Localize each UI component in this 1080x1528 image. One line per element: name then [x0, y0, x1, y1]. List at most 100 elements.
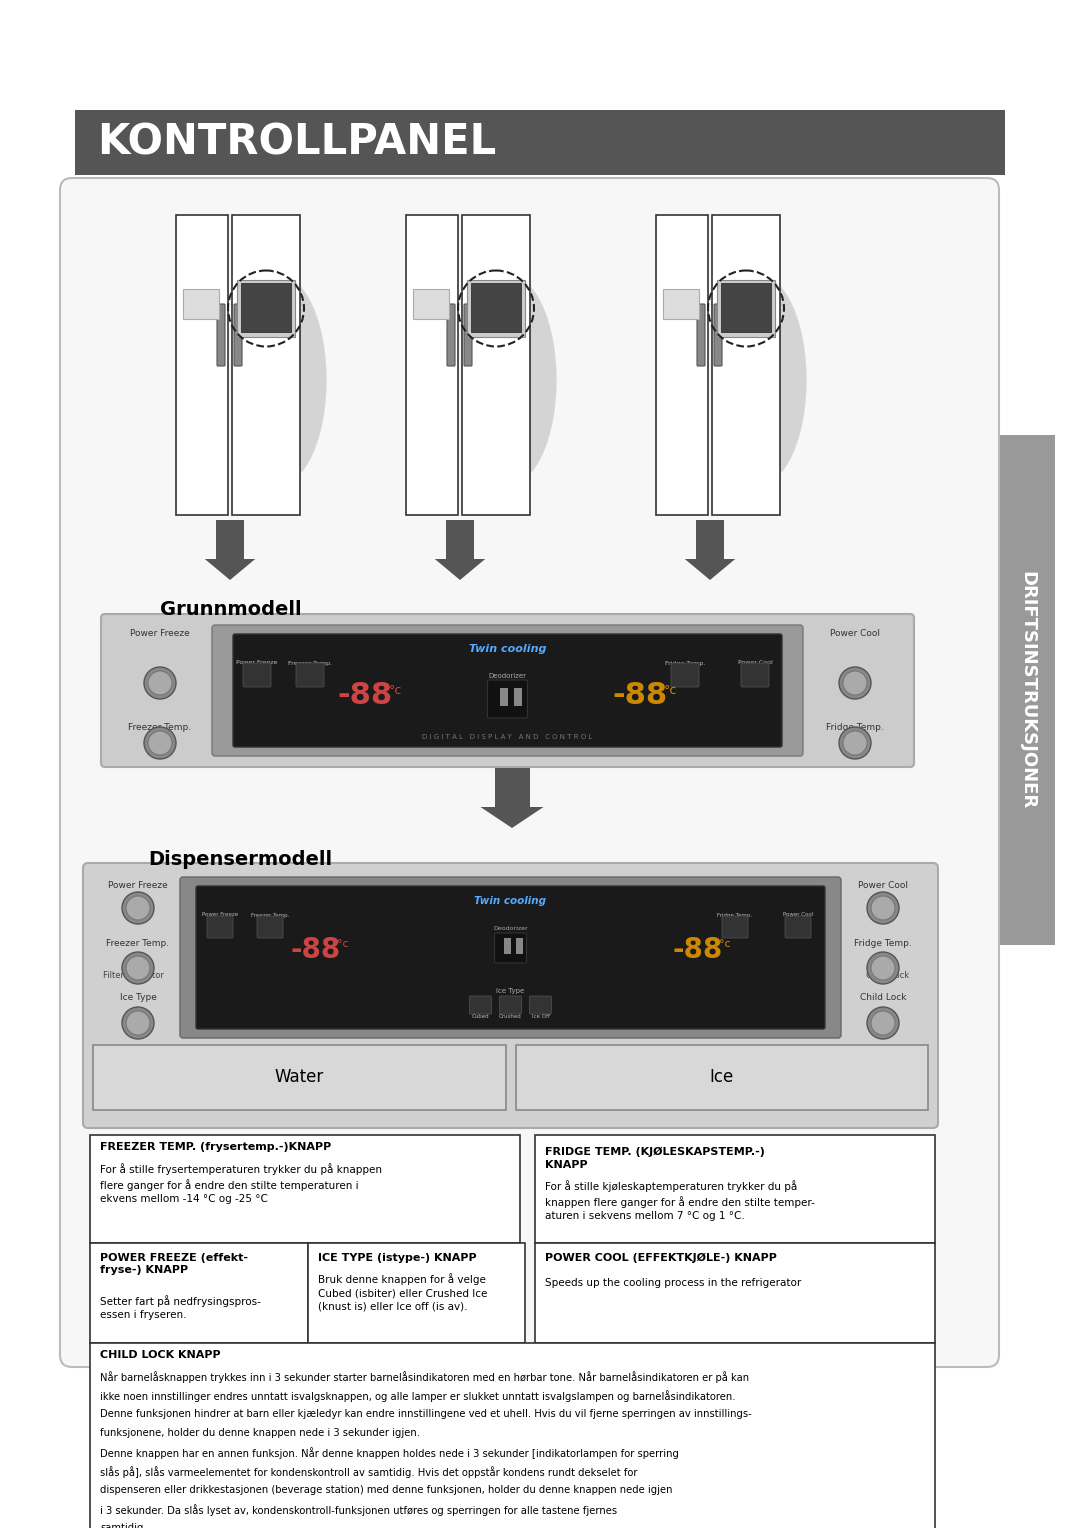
FancyBboxPatch shape [515, 1045, 928, 1109]
Text: -88: -88 [337, 681, 392, 711]
FancyBboxPatch shape [535, 1135, 935, 1242]
Circle shape [122, 892, 154, 924]
Text: -88: -88 [673, 937, 724, 964]
Text: POWER COOL (EFFEKTKJØLE-) KNAPP: POWER COOL (EFFEKTKJØLE-) KNAPP [545, 1253, 777, 1264]
FancyBboxPatch shape [217, 304, 225, 367]
FancyBboxPatch shape [656, 215, 708, 515]
FancyBboxPatch shape [714, 304, 723, 367]
FancyBboxPatch shape [671, 663, 699, 688]
Text: Water: Water [274, 1068, 324, 1086]
FancyBboxPatch shape [663, 289, 699, 319]
Text: °c: °c [337, 940, 349, 949]
Circle shape [144, 668, 176, 698]
FancyBboxPatch shape [241, 283, 291, 332]
Text: Setter fart på nedfrysingspros-
essen i fryseren.: Setter fart på nedfrysingspros- essen i … [100, 1296, 261, 1320]
Text: Speeds up the cooling process in the refrigerator: Speeds up the cooling process in the ref… [545, 1277, 801, 1288]
Text: Bruk denne knappen for å velge
Cubed (isbiter) eller Crushed Ice
(knust is) elle: Bruk denne knappen for å velge Cubed (is… [318, 1273, 487, 1311]
Circle shape [870, 1012, 895, 1034]
FancyBboxPatch shape [721, 283, 771, 332]
FancyBboxPatch shape [495, 769, 529, 807]
Text: Freezer Temp.: Freezer Temp. [251, 912, 289, 917]
Text: KONTROLLPANEL: KONTROLLPANEL [97, 122, 496, 163]
Text: Freezer Temp.: Freezer Temp. [288, 660, 332, 666]
FancyBboxPatch shape [90, 1135, 519, 1242]
Circle shape [839, 668, 870, 698]
FancyBboxPatch shape [90, 1343, 935, 1528]
Text: FRIDGE TEMP. (KJØLESKAPSTEMP.-)
KNAPP: FRIDGE TEMP. (KJØLESKAPSTEMP.-) KNAPP [545, 1148, 765, 1169]
Polygon shape [481, 807, 543, 828]
FancyBboxPatch shape [296, 663, 324, 688]
FancyBboxPatch shape [467, 280, 525, 338]
Text: -88: -88 [291, 937, 341, 964]
Text: Power Cool: Power Cool [858, 882, 908, 891]
Text: Child Lock: Child Lock [866, 970, 909, 979]
Circle shape [148, 730, 172, 755]
FancyBboxPatch shape [308, 1242, 525, 1343]
Text: slås på], slås varmeelementet for kondenskontroll av samtidig. Hvis det oppstår : slås på], slås varmeelementet for konden… [100, 1465, 637, 1478]
Text: Freezer Temp.: Freezer Temp. [129, 723, 191, 732]
Text: POWER FREEZE (effekt-
fryse-) KNAPP: POWER FREEZE (effekt- fryse-) KNAPP [100, 1253, 248, 1276]
FancyBboxPatch shape [515, 938, 523, 953]
FancyBboxPatch shape [741, 663, 769, 688]
FancyBboxPatch shape [195, 886, 825, 1028]
Text: samtidig.: samtidig. [100, 1523, 147, 1528]
Text: Twin cooling: Twin cooling [474, 895, 546, 906]
FancyBboxPatch shape [257, 915, 283, 938]
FancyBboxPatch shape [712, 215, 780, 515]
Text: °c: °c [389, 683, 402, 697]
Text: °c: °c [719, 940, 731, 949]
Text: Filter Indicator: Filter Indicator [103, 970, 163, 979]
Circle shape [870, 957, 895, 979]
FancyBboxPatch shape [470, 996, 491, 1015]
Text: Power Freeze: Power Freeze [202, 912, 238, 917]
FancyBboxPatch shape [513, 688, 522, 706]
FancyBboxPatch shape [413, 289, 449, 319]
Ellipse shape [231, 275, 326, 484]
Circle shape [870, 895, 895, 920]
FancyBboxPatch shape [406, 215, 458, 515]
Text: Ice Type: Ice Type [120, 993, 157, 1002]
Circle shape [126, 1012, 150, 1034]
Text: ikke noen innstillinger endres unntatt isvalgsknappen, og alle lamper er slukket: ikke noen innstillinger endres unntatt i… [100, 1390, 735, 1401]
Text: Ice: Ice [710, 1068, 734, 1086]
Circle shape [839, 727, 870, 759]
FancyBboxPatch shape [216, 520, 244, 559]
Circle shape [122, 1007, 154, 1039]
Polygon shape [205, 559, 255, 581]
FancyBboxPatch shape [495, 934, 527, 963]
FancyBboxPatch shape [232, 215, 300, 515]
Text: Power Freeze: Power Freeze [108, 882, 167, 891]
Text: Denne funksjonen hindrer at barn eller kjæledyr kan endre innstillingene ved et : Denne funksjonen hindrer at barn eller k… [100, 1409, 752, 1420]
FancyBboxPatch shape [212, 625, 804, 756]
Text: 5: 5 [535, 1481, 545, 1499]
Text: Grunnmodell: Grunnmodell [160, 601, 301, 619]
Text: FREEZER TEMP. (frysertemp.-)KNAPP: FREEZER TEMP. (frysertemp.-)KNAPP [100, 1141, 332, 1152]
FancyBboxPatch shape [237, 280, 295, 338]
FancyBboxPatch shape [723, 915, 748, 938]
Polygon shape [685, 559, 735, 581]
Text: ICE TYPE (istype-) KNAPP: ICE TYPE (istype-) KNAPP [318, 1253, 476, 1264]
Text: Power Cool: Power Cool [738, 660, 772, 666]
Text: Freezer Temp.: Freezer Temp. [107, 938, 170, 947]
Circle shape [867, 952, 899, 984]
Text: Når barnelåsknappen trykkes inn i 3 sekunder starter barnelåsindikatoren med en : Når barnelåsknappen trykkes inn i 3 seku… [100, 1371, 750, 1383]
FancyBboxPatch shape [785, 915, 811, 938]
FancyBboxPatch shape [499, 996, 522, 1015]
Circle shape [867, 1007, 899, 1039]
FancyBboxPatch shape [697, 304, 705, 367]
Circle shape [843, 671, 867, 695]
FancyBboxPatch shape [464, 304, 472, 367]
Text: Power Freeze: Power Freeze [237, 660, 278, 666]
FancyBboxPatch shape [447, 304, 455, 367]
Text: Child Lock: Child Lock [860, 993, 906, 1002]
Text: dispenseren eller drikkestasjonen (beverage station) med denne funksjonen, holde: dispenseren eller drikkestasjonen (bever… [100, 1485, 673, 1494]
Polygon shape [435, 559, 485, 581]
FancyBboxPatch shape [83, 863, 939, 1128]
Text: Deodorizer: Deodorizer [488, 672, 527, 678]
Circle shape [843, 730, 867, 755]
FancyBboxPatch shape [462, 215, 530, 515]
Text: Fridge Temp.: Fridge Temp. [717, 912, 753, 917]
FancyBboxPatch shape [60, 177, 999, 1368]
Text: DRIFTSINSTRUKSJONER: DRIFTSINSTRUKSJONER [1018, 571, 1037, 808]
Circle shape [126, 895, 150, 920]
